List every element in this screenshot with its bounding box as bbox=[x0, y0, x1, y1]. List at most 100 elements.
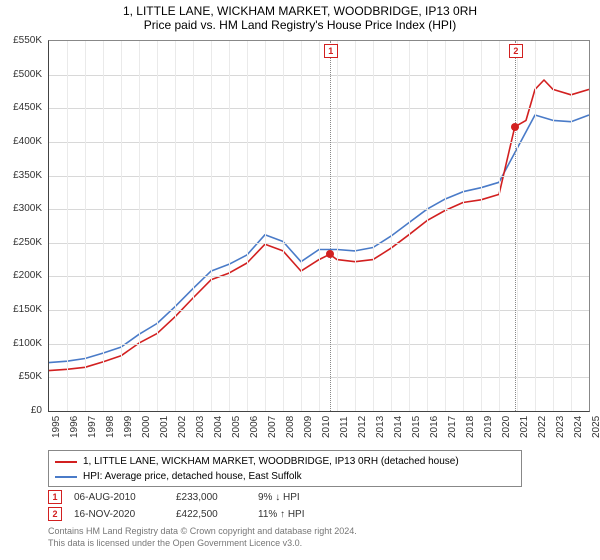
gridline-v bbox=[517, 41, 518, 411]
x-tick-label: 2014 bbox=[393, 416, 404, 438]
footer-attribution: Contains HM Land Registry data © Crown c… bbox=[48, 526, 588, 549]
marker-vline bbox=[330, 41, 331, 411]
gridline-v bbox=[481, 41, 482, 411]
gridline-v bbox=[373, 41, 374, 411]
y-tick-label: £550K bbox=[0, 35, 42, 46]
y-tick-label: £0 bbox=[0, 405, 42, 416]
y-tick-label: £100K bbox=[0, 338, 42, 349]
x-tick-label: 2011 bbox=[339, 416, 350, 438]
x-tick-label: 1996 bbox=[69, 416, 80, 438]
x-tick-label: 2016 bbox=[429, 416, 440, 438]
legend-label-blue: HPI: Average price, detached house, East… bbox=[83, 469, 302, 484]
marker-vline bbox=[515, 41, 516, 411]
legend-row-blue: HPI: Average price, detached house, East… bbox=[55, 469, 515, 484]
gridline-v bbox=[175, 41, 176, 411]
gridline-v bbox=[571, 41, 572, 411]
x-tick-label: 2004 bbox=[213, 416, 224, 438]
gridline-v bbox=[445, 41, 446, 411]
x-tick-label: 2023 bbox=[555, 416, 566, 438]
events-table: 1 06-AUG-2010 £233,000 9% ↓ HPI 2 16-NOV… bbox=[48, 490, 588, 524]
event-pct-1: 9% ↓ HPI bbox=[258, 492, 358, 503]
footer-line1: Contains HM Land Registry data © Crown c… bbox=[48, 526, 588, 538]
gridline-v bbox=[463, 41, 464, 411]
x-tick-label: 2022 bbox=[537, 416, 548, 438]
x-tick-label: 1995 bbox=[51, 416, 62, 438]
gridline-v bbox=[211, 41, 212, 411]
y-tick-label: £350K bbox=[0, 170, 42, 181]
x-tick-label: 2003 bbox=[195, 416, 206, 438]
event-row-1: 1 06-AUG-2010 £233,000 9% ↓ HPI bbox=[48, 490, 588, 504]
gridline-v bbox=[265, 41, 266, 411]
x-tick-label: 2005 bbox=[231, 416, 242, 438]
gridline-v bbox=[247, 41, 248, 411]
x-tick-label: 2013 bbox=[375, 416, 386, 438]
x-tick-label: 2018 bbox=[465, 416, 476, 438]
chart-title-line2: Price paid vs. HM Land Registry's House … bbox=[0, 18, 600, 32]
gridline-v bbox=[535, 41, 536, 411]
marker-flag: 2 bbox=[509, 44, 523, 58]
x-tick-label: 2024 bbox=[573, 416, 584, 438]
y-tick-label: £200K bbox=[0, 270, 42, 281]
gridline-v bbox=[409, 41, 410, 411]
event-pct-2: 11% ↑ HPI bbox=[258, 509, 358, 520]
gridline-v bbox=[337, 41, 338, 411]
event-price-1: £233,000 bbox=[176, 492, 246, 503]
chart-container: 1, LITTLE LANE, WICKHAM MARKET, WOODBRID… bbox=[0, 0, 600, 560]
x-tick-label: 2015 bbox=[411, 416, 422, 438]
x-tick-label: 2020 bbox=[501, 416, 512, 438]
y-tick-label: £50K bbox=[0, 371, 42, 382]
gridline-v bbox=[121, 41, 122, 411]
x-tick-label: 2012 bbox=[357, 416, 368, 438]
gridline-v bbox=[391, 41, 392, 411]
x-tick-label: 2006 bbox=[249, 416, 260, 438]
x-tick-label: 2021 bbox=[519, 416, 530, 438]
y-tick-label: £400K bbox=[0, 136, 42, 147]
gridline-v bbox=[139, 41, 140, 411]
y-axis-labels: £0£50K£100K£150K£200K£250K£300K£350K£400… bbox=[0, 40, 44, 410]
y-tick-label: £450K bbox=[0, 102, 42, 113]
gridline-v bbox=[427, 41, 428, 411]
x-tick-label: 2025 bbox=[591, 416, 600, 438]
y-tick-label: £300K bbox=[0, 203, 42, 214]
x-tick-label: 2008 bbox=[285, 416, 296, 438]
legend-swatch-red bbox=[55, 461, 77, 463]
gridline-v bbox=[355, 41, 356, 411]
gridline-v bbox=[85, 41, 86, 411]
title-block: 1, LITTLE LANE, WICKHAM MARKET, WOODBRID… bbox=[0, 0, 600, 32]
gridline-v bbox=[283, 41, 284, 411]
legend-row-red: 1, LITTLE LANE, WICKHAM MARKET, WOODBRID… bbox=[55, 454, 515, 469]
x-tick-label: 2002 bbox=[177, 416, 188, 438]
legend-box: 1, LITTLE LANE, WICKHAM MARKET, WOODBRID… bbox=[48, 450, 522, 487]
x-tick-label: 2017 bbox=[447, 416, 458, 438]
gridline-v bbox=[193, 41, 194, 411]
x-tick-label: 1997 bbox=[87, 416, 98, 438]
event-row-2: 2 16-NOV-2020 £422,500 11% ↑ HPI bbox=[48, 507, 588, 521]
x-tick-label: 2009 bbox=[303, 416, 314, 438]
marker-flag: 1 bbox=[324, 44, 338, 58]
gridline-v bbox=[229, 41, 230, 411]
x-tick-label: 2019 bbox=[483, 416, 494, 438]
y-tick-label: £500K bbox=[0, 69, 42, 80]
event-flag-2: 2 bbox=[48, 507, 62, 521]
chart-title-line1: 1, LITTLE LANE, WICKHAM MARKET, WOODBRID… bbox=[0, 4, 600, 18]
gridline-v bbox=[157, 41, 158, 411]
gridline-v bbox=[499, 41, 500, 411]
x-tick-label: 1998 bbox=[105, 416, 116, 438]
gridline-v bbox=[67, 41, 68, 411]
plot-area: 12 bbox=[48, 40, 590, 412]
x-tick-label: 1999 bbox=[123, 416, 134, 438]
gridline-v bbox=[103, 41, 104, 411]
gridline-v bbox=[319, 41, 320, 411]
event-date-1: 06-AUG-2010 bbox=[74, 492, 164, 503]
gridline-v bbox=[301, 41, 302, 411]
legend-swatch-blue bbox=[55, 476, 77, 478]
event-flag-1: 1 bbox=[48, 490, 62, 504]
x-axis-labels: 1995199619971998199920002001200220032004… bbox=[48, 412, 588, 452]
legend-label-red: 1, LITTLE LANE, WICKHAM MARKET, WOODBRID… bbox=[83, 454, 459, 469]
y-tick-label: £150K bbox=[0, 304, 42, 315]
marker-dot bbox=[511, 123, 519, 131]
x-tick-label: 2007 bbox=[267, 416, 278, 438]
gridline-v bbox=[553, 41, 554, 411]
event-price-2: £422,500 bbox=[176, 509, 246, 520]
x-tick-label: 2001 bbox=[159, 416, 170, 438]
